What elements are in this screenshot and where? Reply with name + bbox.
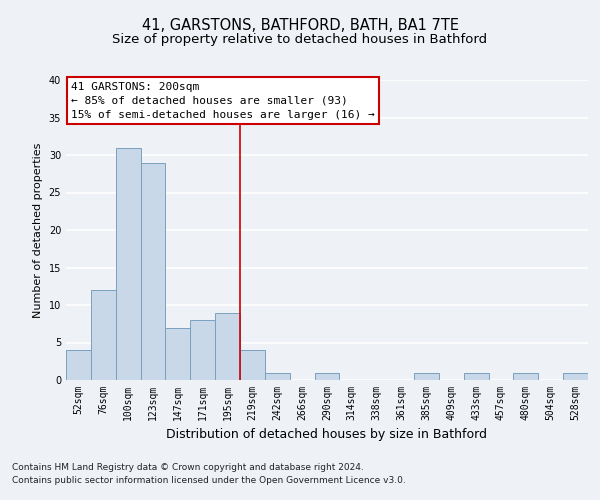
Bar [240,350,265,380]
Bar [116,148,140,380]
Text: 41 GARSTONS: 200sqm
← 85% of detached houses are smaller (93)
15% of semi-detach: 41 GARSTONS: 200sqm ← 85% of detached ho… [71,82,375,120]
Bar [265,372,290,380]
Bar [514,372,538,380]
Bar [140,162,166,380]
Text: Contains HM Land Registry data © Crown copyright and database right 2024.: Contains HM Land Registry data © Crown c… [12,464,364,472]
X-axis label: Distribution of detached houses by size in Bathford: Distribution of detached houses by size … [167,428,487,442]
Bar [166,328,190,380]
Bar [414,372,439,380]
Bar [190,320,215,380]
Bar [215,312,240,380]
Text: Size of property relative to detached houses in Bathford: Size of property relative to detached ho… [112,32,488,46]
Bar [563,372,588,380]
Bar [91,290,116,380]
Bar [464,372,488,380]
Text: Contains public sector information licensed under the Open Government Licence v3: Contains public sector information licen… [12,476,406,485]
Bar [66,350,91,380]
Bar [314,372,340,380]
Y-axis label: Number of detached properties: Number of detached properties [33,142,43,318]
Text: 41, GARSTONS, BATHFORD, BATH, BA1 7TE: 41, GARSTONS, BATHFORD, BATH, BA1 7TE [142,18,458,32]
